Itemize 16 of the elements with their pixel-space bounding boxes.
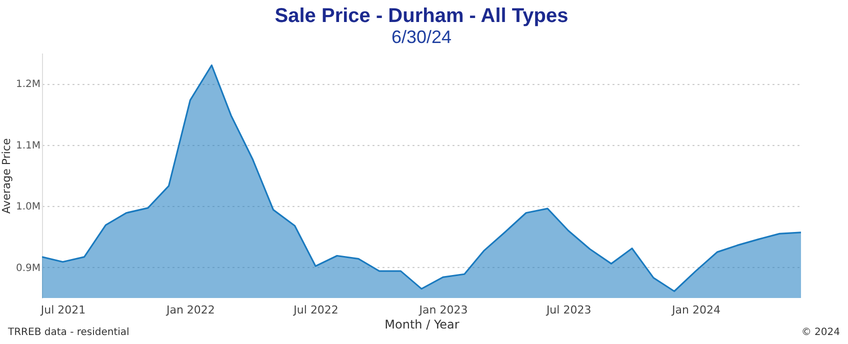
- y-tick-label: 1.1M: [16, 140, 40, 152]
- chart-title: Sale Price - Durham - All Types: [274, 5, 568, 27]
- x-tick-label: Jul 2021: [40, 304, 86, 316]
- text: TRREB data - residential: [8, 327, 130, 338]
- x-tick-label: Jan 2023: [418, 304, 468, 316]
- x-tick-label: Jul 2023: [545, 304, 592, 316]
- x-axis-title: Month / Year: [384, 318, 460, 332]
- chart-subtitle: 6/30/24: [391, 27, 452, 47]
- x-tick-label: Jan 2024: [671, 304, 720, 316]
- x-tick-label: Jul 2022: [292, 304, 338, 316]
- x-tick-label: Jan 2022: [165, 304, 215, 316]
- y-tick-label: 1.2M: [16, 79, 40, 90]
- y-tick-label: 1.0M: [16, 202, 40, 213]
- y-tick-label: 0.9M: [16, 262, 40, 274]
- text: © 2024: [801, 327, 840, 338]
- y-axis-title: Average Price: [0, 138, 13, 214]
